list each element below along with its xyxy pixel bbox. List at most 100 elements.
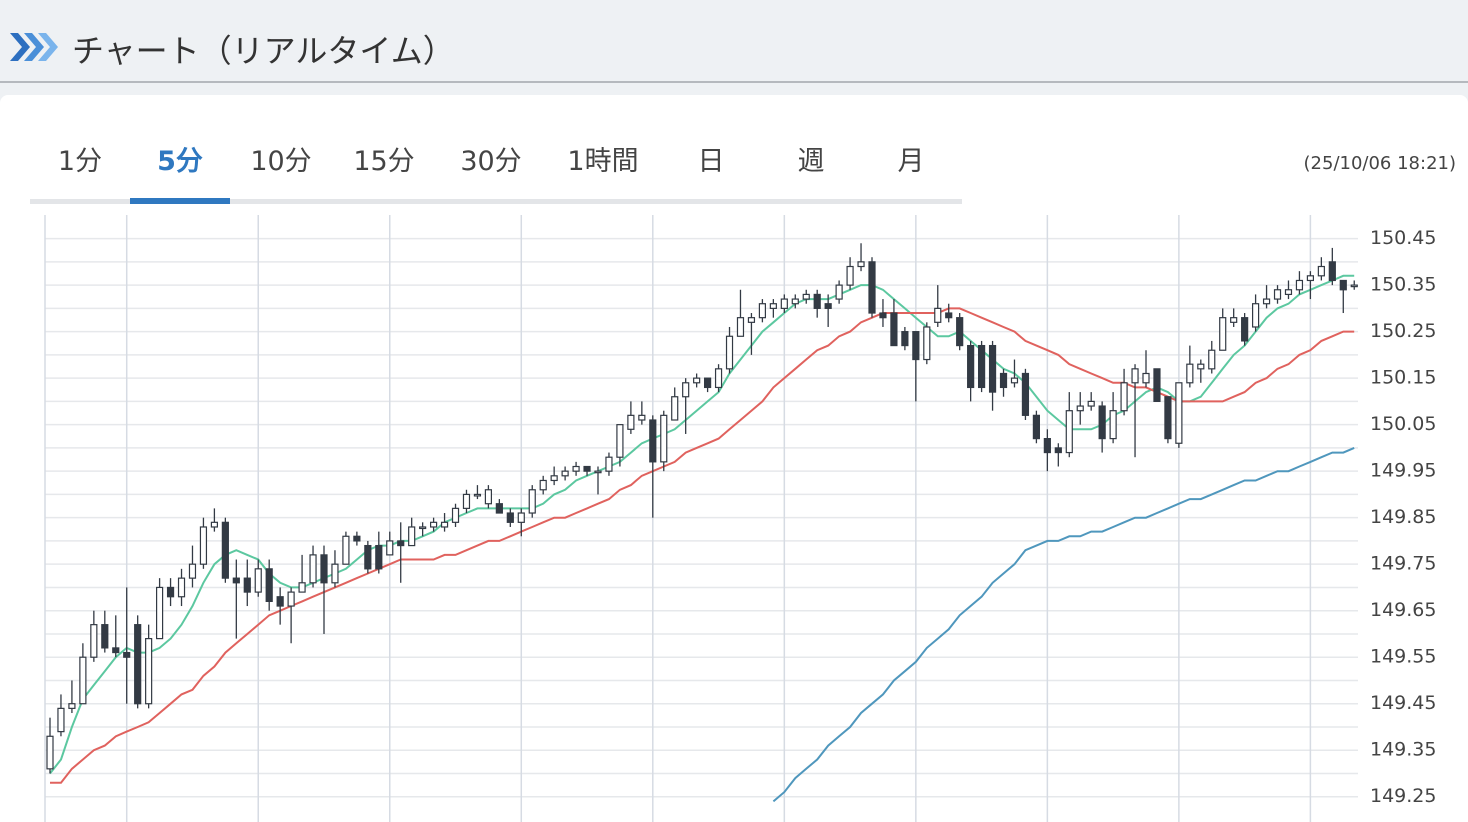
- candle-body: [769, 303, 777, 309]
- candle-body: [1317, 265, 1325, 277]
- candle-body: [934, 307, 942, 323]
- candle-body: [1251, 303, 1260, 328]
- y-tick-label: 149.65: [1370, 599, 1436, 621]
- candle-body: [342, 535, 350, 565]
- tab[interactable]: 1分: [57, 146, 103, 177]
- candle-body: [956, 317, 964, 347]
- tab-underline: [30, 199, 962, 204]
- candle-body: [791, 298, 799, 305]
- candle-body: [309, 554, 317, 584]
- candle-body: [320, 554, 328, 584]
- candle-body: [802, 293, 810, 300]
- tab[interactable]: 10分: [250, 146, 312, 177]
- tab[interactable]: 日: [697, 146, 725, 177]
- candle-body: [528, 489, 536, 514]
- tab[interactable]: 1時間: [567, 146, 639, 177]
- candle-body: [879, 312, 887, 319]
- candle-body: [890, 312, 898, 347]
- y-tick-label: 149.75: [1370, 553, 1436, 575]
- chart: 149.25 149.35 149.45 149.55 149.65 149.75 149.…: [44, 215, 1436, 822]
- candle-body: [813, 293, 821, 309]
- candle-body: [353, 535, 361, 542]
- candle-body: [1306, 275, 1315, 282]
- candle-body: [1230, 317, 1238, 323]
- candle-body: [846, 265, 854, 286]
- candle-body: [1120, 382, 1128, 412]
- candle-body: [419, 526, 427, 530]
- candle-body: [177, 577, 186, 598]
- candle-body: [747, 317, 756, 323]
- candle-body: [1054, 447, 1062, 454]
- tab[interactable]: 30分: [460, 146, 522, 177]
- candle-body: [440, 521, 449, 528]
- candle-body: [243, 577, 251, 593]
- candle-body: [736, 317, 745, 337]
- candle-body: [298, 582, 306, 593]
- tab[interactable]: 5分: [157, 146, 203, 177]
- candle-body: [550, 475, 558, 482]
- candle-body: [1262, 298, 1271, 305]
- timestamp: (25/10/06 18:21): [1303, 153, 1456, 174]
- candle-body: [134, 624, 142, 705]
- y-tick-label: 149.35: [1370, 739, 1436, 761]
- candle-body: [484, 489, 492, 505]
- candle-body: [199, 526, 208, 565]
- candle-body: [123, 651, 131, 658]
- candle-body: [156, 586, 164, 640]
- candle-body: [265, 568, 273, 602]
- y-tick-label: 150.45: [1370, 227, 1436, 249]
- candle-body: [364, 544, 372, 570]
- y-tick-label: 149.95: [1370, 460, 1436, 482]
- y-tick-label: 150.35: [1370, 274, 1436, 296]
- candle-body: [1142, 372, 1150, 384]
- candle-body: [397, 540, 405, 547]
- candle-body: [145, 638, 153, 705]
- active-tab-indicator: [130, 198, 230, 204]
- candle-body: [1328, 261, 1336, 282]
- candle-body: [408, 526, 416, 547]
- candle-body: [824, 303, 832, 309]
- y-tick-label: 149.25: [1370, 785, 1436, 807]
- candle-body: [90, 624, 98, 658]
- y-tick-label: 149.45: [1370, 692, 1436, 714]
- page-title: チャート（リアルタイム）: [72, 32, 455, 70]
- candle-body: [857, 261, 865, 268]
- candle-body: [254, 568, 262, 593]
- candle-body: [912, 331, 920, 361]
- candle-body: [331, 563, 339, 584]
- candle-body: [671, 396, 679, 421]
- candle-body: [79, 656, 87, 705]
- candle-body: [967, 344, 975, 389]
- candle-body: [112, 647, 120, 654]
- tab[interactable]: 15分: [353, 146, 415, 177]
- candle-body: [1109, 410, 1117, 440]
- candle-body: [780, 298, 788, 309]
- candle-body: [561, 470, 569, 477]
- tab[interactable]: 月: [897, 146, 925, 177]
- candle-body: [1010, 377, 1019, 384]
- candle-body: [539, 479, 547, 491]
- candle-body: [276, 596, 284, 607]
- candle-body: [517, 512, 525, 523]
- moving-average-line: [50, 307, 1355, 784]
- candle-body: [1043, 438, 1051, 454]
- chevron-icon: [10, 33, 58, 61]
- candle-body: [1153, 368, 1161, 402]
- moving-average-line: [772, 446, 1355, 803]
- tab[interactable]: 週: [797, 146, 825, 177]
- candle-body: [868, 261, 876, 314]
- candle-body: [660, 414, 668, 463]
- candle-body: [287, 591, 295, 607]
- candle-body: [758, 303, 767, 319]
- candle-body: [1241, 317, 1249, 342]
- y-tick-label: 150.15: [1370, 367, 1436, 389]
- candle-body: [1021, 372, 1030, 416]
- candle-body: [430, 521, 438, 528]
- candle-body: [682, 382, 690, 398]
- candle-body: [703, 377, 712, 389]
- candle-body: [166, 586, 175, 598]
- candle-body: [835, 284, 843, 300]
- y-tick-label: 149.55: [1370, 646, 1436, 668]
- header: チャート（リアルタイム）: [0, 0, 1468, 83]
